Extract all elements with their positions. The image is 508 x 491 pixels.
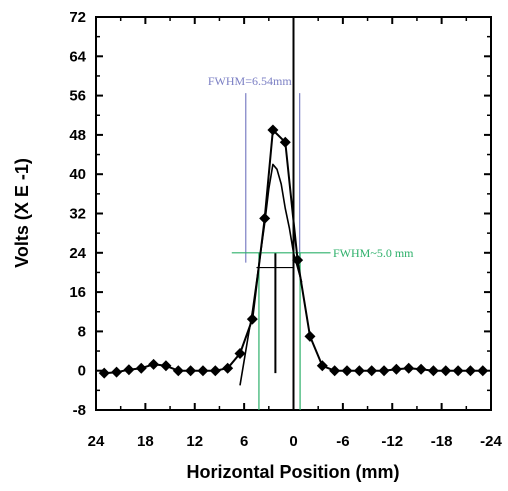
series-layer (98, 124, 489, 386)
data-point (477, 365, 489, 377)
data-point (222, 362, 234, 374)
data-point (464, 365, 476, 377)
data-point (267, 124, 279, 136)
data-point (440, 365, 452, 377)
x-tick-label: -18 (431, 433, 453, 450)
data-point (452, 365, 464, 377)
data-point (185, 365, 197, 377)
y-tick-label: 16 (69, 284, 86, 301)
fwhm-blue-label: FWHM=6.54mm (208, 74, 292, 88)
x-tick-label: 0 (289, 433, 297, 450)
x-tick-label: 12 (186, 433, 203, 450)
data-point (246, 313, 258, 325)
data-point (279, 136, 291, 148)
y-tick-label: -8 (73, 402, 86, 419)
data-point (304, 330, 316, 342)
data-point (148, 358, 160, 370)
series-line (239, 163, 303, 386)
y-tick-label: 40 (69, 166, 86, 183)
x-tick-label: 18 (137, 433, 154, 450)
y-tick-label: 64 (69, 48, 86, 65)
data-point (378, 365, 390, 377)
data-point (111, 366, 123, 378)
x-tick-label: 24 (88, 433, 105, 450)
data-point (341, 365, 353, 377)
data-point (123, 364, 135, 376)
data-point (160, 360, 172, 372)
y-tick-label: 24 (69, 245, 86, 262)
y-tick-label: 56 (69, 88, 86, 105)
annotations-layer: FWHM=6.54mm FWHM~5.0 mm (208, 17, 414, 410)
data-point (390, 363, 402, 375)
data-point (366, 365, 378, 377)
data-point (98, 367, 110, 379)
y-tick-label: 32 (69, 206, 86, 223)
x-axis-title: Horizontal Position (mm) (187, 462, 400, 482)
data-point (353, 365, 365, 377)
data-point (209, 365, 221, 377)
data-point (172, 365, 184, 377)
y-tick-label: 48 (69, 127, 86, 144)
y-tick-label: 0 (78, 363, 86, 380)
x-tick-label: -24 (480, 433, 502, 450)
x-tick-label: -12 (381, 433, 403, 450)
data-point (316, 360, 328, 372)
y-tick-label: 72 (69, 9, 86, 26)
data-point (415, 363, 427, 375)
data-point (234, 348, 246, 360)
data-point (329, 365, 341, 377)
y-axis-title: Volts (X E -1) (12, 158, 32, 268)
data-point (403, 362, 415, 374)
x-tick-label: -6 (336, 433, 349, 450)
y-tick-label: 8 (78, 323, 86, 340)
data-point (427, 365, 439, 377)
x-tick-label: 6 (240, 433, 248, 450)
data-point (135, 362, 147, 374)
fwhm-green-label: FWHM~5.0 mm (333, 246, 414, 260)
data-point (197, 365, 209, 377)
